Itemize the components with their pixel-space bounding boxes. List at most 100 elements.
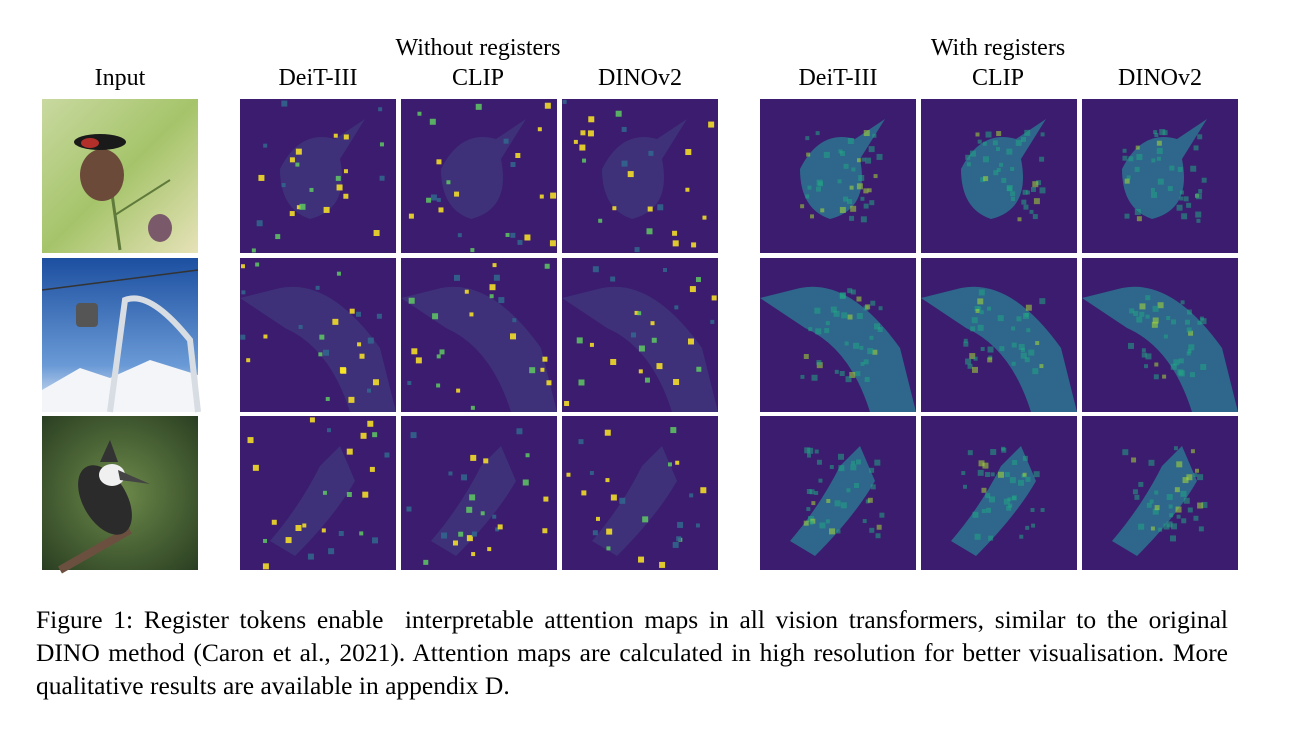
- attention-patch: [515, 153, 521, 159]
- attention-patch: [987, 306, 992, 311]
- attention-patch: [855, 371, 861, 377]
- attention-patch: [1146, 502, 1152, 508]
- attention-patch: [833, 310, 840, 317]
- attention-patch: [1016, 316, 1022, 322]
- attention-patch: [436, 354, 441, 359]
- attention-patch: [1151, 158, 1156, 163]
- attention-patch: [814, 307, 821, 314]
- attention-patch: [1201, 501, 1208, 508]
- attention-patch: [471, 552, 476, 557]
- attention-patch: [604, 429, 611, 436]
- attention-patch: [1152, 508, 1159, 515]
- attention-patch: [807, 185, 812, 190]
- attention-patch: [638, 369, 643, 374]
- attention-patch: [874, 323, 881, 330]
- attention-patch: [452, 540, 458, 546]
- attention-region: [592, 446, 677, 556]
- attention-patch: [492, 263, 497, 268]
- attention-patch: [372, 432, 378, 438]
- attention-patch: [1011, 326, 1016, 331]
- attention-patch: [1153, 374, 1159, 380]
- attention-patch: [1023, 312, 1030, 319]
- attention-patch: [588, 116, 595, 123]
- attention-patch: [824, 328, 830, 334]
- attention-patch: [872, 133, 877, 138]
- attention-patch: [982, 141, 987, 146]
- attention-patch: [1018, 344, 1025, 351]
- attention-patch: [544, 263, 550, 269]
- column-label: DINOv2: [1118, 65, 1202, 91]
- attention-patch: [672, 541, 679, 548]
- attention-patch: [843, 196, 849, 202]
- attention-patch: [510, 333, 517, 340]
- attention-patch: [1157, 178, 1164, 185]
- attention-patch: [1006, 148, 1013, 155]
- attention-patch: [859, 345, 864, 350]
- attention-patch: [1010, 197, 1015, 202]
- attention-patch: [962, 484, 967, 489]
- attention-patch: [973, 356, 978, 361]
- attention-patch: [816, 459, 822, 465]
- attention-patch: [587, 130, 594, 137]
- attention-patch: [1009, 477, 1016, 484]
- attention-patch: [1151, 191, 1158, 198]
- attention-patch: [263, 334, 268, 339]
- attention-patch: [336, 184, 343, 191]
- attention-patch: [1186, 202, 1192, 208]
- attention-patch: [1181, 213, 1188, 220]
- attention-patch: [598, 218, 603, 223]
- attention-patch: [539, 194, 544, 199]
- attention-patch: [971, 317, 978, 324]
- attention-patch: [869, 527, 875, 533]
- attention-patch: [803, 354, 809, 360]
- attention-patch: [1032, 214, 1038, 220]
- attention-patch: [1199, 316, 1204, 321]
- attention-region: [270, 446, 355, 556]
- attention-patch: [323, 349, 330, 356]
- attention-patch: [850, 464, 857, 471]
- attention-patch: [475, 103, 482, 110]
- attention-patch: [1025, 304, 1032, 311]
- attention-patch: [702, 215, 707, 220]
- attention-patch: [470, 248, 475, 253]
- attention-patch: [977, 324, 984, 331]
- attention-patch: [1133, 310, 1139, 316]
- attention-patch: [1128, 342, 1135, 349]
- attention-patch: [281, 183, 286, 188]
- attention-patch: [369, 466, 375, 472]
- attention-patch: [1170, 535, 1177, 542]
- attention-patch: [811, 501, 816, 506]
- attention-region: [921, 286, 1077, 412]
- attention-patch: [1200, 318, 1207, 325]
- attention-patch: [1162, 374, 1167, 379]
- attention-patch: [1154, 362, 1159, 367]
- attention-patch: [564, 400, 570, 406]
- attention-patch: [489, 294, 494, 299]
- attention-patch: [298, 324, 303, 329]
- attention-patch: [816, 186, 822, 192]
- attention-patch: [1166, 521, 1173, 528]
- attention-patch: [546, 380, 552, 386]
- attention-patch: [970, 326, 976, 332]
- attention-patch: [423, 559, 429, 565]
- attention-patch: [867, 188, 872, 193]
- attention-patch: [469, 312, 474, 317]
- attention-patch: [1198, 189, 1203, 194]
- attention-patch: [1036, 180, 1042, 186]
- attention-patch: [1193, 473, 1198, 478]
- attention-maps: [240, 99, 1238, 570]
- attention-patch: [480, 511, 485, 516]
- attention-patch: [819, 522, 826, 529]
- attention-patch: [492, 514, 497, 519]
- attention-patch: [537, 127, 542, 132]
- attention-patch: [503, 138, 509, 144]
- attention-patch: [1178, 370, 1185, 377]
- attention-patch: [963, 341, 969, 347]
- attention-patch: [1176, 461, 1183, 468]
- attention-patch: [656, 363, 663, 370]
- attention-patch: [295, 148, 302, 155]
- attention-patch: [1188, 344, 1195, 351]
- attention-patch: [638, 556, 645, 563]
- attention-patch: [255, 262, 260, 267]
